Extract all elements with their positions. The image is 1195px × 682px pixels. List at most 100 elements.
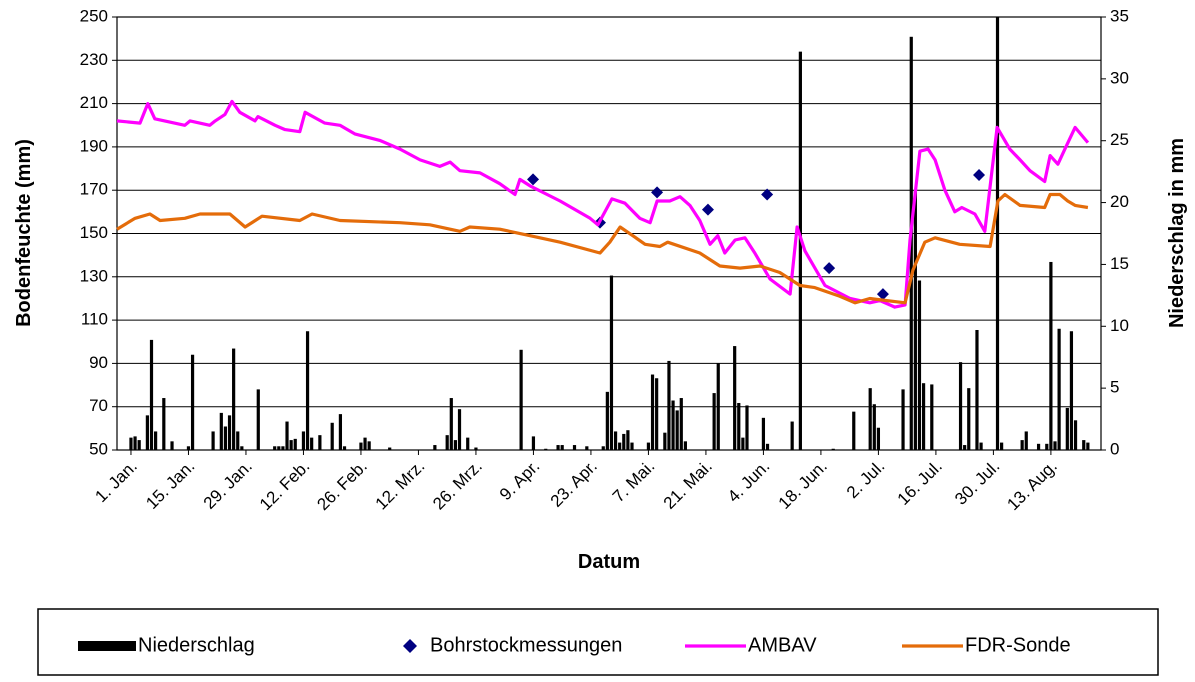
y2-tick-label: 35 <box>1110 6 1129 25</box>
rain-bar <box>211 431 215 450</box>
x-tick-label: 21. Mai. <box>660 457 716 513</box>
rain-bar <box>930 384 934 450</box>
x-tick-label: 7. Mai. <box>609 457 659 507</box>
y-tick-label: 110 <box>81 310 108 329</box>
rain-bar <box>572 445 577 450</box>
rain-bar <box>913 190 917 450</box>
y2-tick-label: 10 <box>1110 316 1129 335</box>
marker <box>973 169 986 182</box>
rain-bar <box>129 437 133 450</box>
rain-bar <box>1024 431 1028 450</box>
legend-swatch <box>403 639 417 653</box>
rain-bar <box>655 378 659 450</box>
rain-bar <box>293 438 297 450</box>
rain-bar <box>979 442 983 450</box>
line <box>116 99 1090 309</box>
marker <box>701 203 714 216</box>
rain-bar <box>190 354 195 450</box>
rain-bar <box>310 437 314 450</box>
marker <box>876 288 889 301</box>
rain-bar <box>223 426 228 450</box>
rain-bar <box>618 442 622 450</box>
x-tick-label: 18. Jun. <box>775 457 831 513</box>
rain-bar <box>289 440 293 450</box>
rain-bar <box>338 414 343 450</box>
rain-bar <box>876 427 881 450</box>
rain-bar <box>663 432 667 450</box>
rain-bar <box>605 391 609 450</box>
rain-bar <box>733 346 737 450</box>
rain-bar <box>917 280 922 450</box>
rain-bar <box>901 389 905 450</box>
rain-bar <box>975 329 979 450</box>
rain-bar <box>1020 440 1024 450</box>
x-tick-label: 1. Jan. <box>91 457 141 507</box>
rain-bar <box>145 415 149 450</box>
y-tick-label: 190 <box>80 136 108 155</box>
x-tick-label: 12. Feb. <box>256 457 314 515</box>
x-tick-label: 23. Apr. <box>547 457 601 511</box>
rain-bar <box>301 431 306 450</box>
rain-bar <box>560 445 564 450</box>
rain-bar <box>162 398 166 450</box>
rain-bar <box>741 437 745 450</box>
x-axis-title: Datum <box>578 551 640 573</box>
rain-bar <box>609 275 614 450</box>
rain-bar <box>650 374 655 450</box>
rain-bar <box>232 348 236 450</box>
rain-bar <box>367 441 371 450</box>
rain-bar <box>137 440 141 450</box>
y2-tick-label: 5 <box>1110 378 1119 397</box>
rain-bar <box>872 404 876 450</box>
rain-bar <box>646 442 651 450</box>
rain-bar <box>995 17 1000 450</box>
rain-bar <box>745 405 749 450</box>
rain-bar <box>149 339 154 450</box>
x-tick-label: 16. Jul. <box>894 457 946 509</box>
line <box>116 192 1089 305</box>
x-tick-label: 29. Jan. <box>200 457 256 513</box>
x-tick-label: 9. Apr. <box>496 457 544 505</box>
rain-bar <box>388 447 392 450</box>
rain-bar <box>671 400 675 450</box>
x-tick-label: 13. Aug. <box>1003 457 1061 515</box>
rain-bar <box>1000 442 1004 450</box>
rain-bar <box>958 362 963 450</box>
rain-bar <box>277 446 281 450</box>
x-tick-label: 26. Feb. <box>313 457 371 515</box>
rain-bar <box>445 435 449 450</box>
rain-bar <box>466 437 470 450</box>
rain-bar <box>318 435 322 450</box>
rain-bar <box>1069 331 1074 450</box>
rain-bar <box>798 51 802 450</box>
y2-tick-label: 0 <box>1110 439 1119 458</box>
rain-bar <box>921 383 926 450</box>
rain-bar <box>852 411 856 450</box>
rain-bar <box>1065 407 1069 450</box>
y2-tick-label: 15 <box>1110 254 1129 273</box>
rain-bar <box>585 446 589 450</box>
rain-bar <box>154 431 158 450</box>
rain-bar <box>544 448 548 450</box>
rain-bar <box>236 431 240 450</box>
marker <box>761 188 774 201</box>
y2-axis-title: Niederschlag in mm <box>1166 138 1188 328</box>
rain-bar <box>1049 261 1053 450</box>
marker <box>527 173 540 186</box>
rain-bar <box>1082 440 1086 450</box>
rain-bar <box>1073 420 1078 450</box>
x-tick-label: 12. Mrz. <box>372 457 429 514</box>
y-tick-label: 70 <box>89 396 108 415</box>
rain-bar <box>737 402 741 450</box>
rain-bar <box>963 445 967 450</box>
rain-bar <box>227 415 232 450</box>
rain-bar <box>556 445 560 450</box>
rain-bar <box>630 442 634 450</box>
plot-area <box>116 16 1102 451</box>
rain-bar <box>1086 442 1090 450</box>
rain-bar <box>761 417 766 450</box>
legend-box <box>37 608 1159 676</box>
rain-bar <box>285 421 289 450</box>
rain-bar <box>186 446 191 450</box>
